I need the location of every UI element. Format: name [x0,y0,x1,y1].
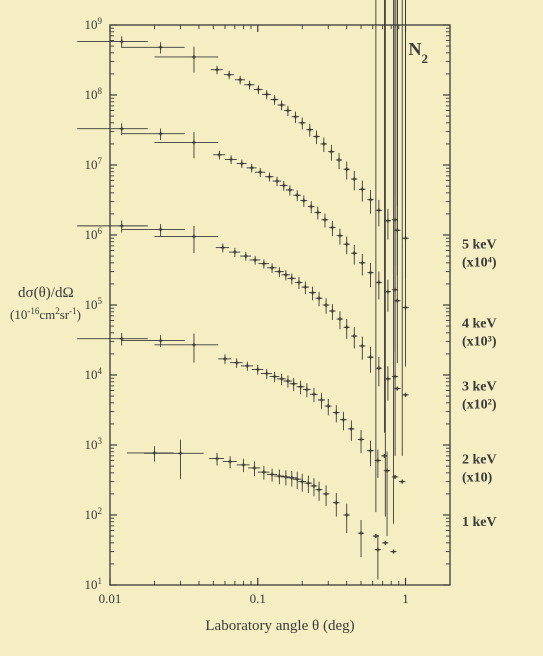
y-tick-label: 105 [85,296,103,312]
series-label: 1 keV [462,515,497,530]
plot-box [110,25,450,585]
series-label-scale: (x10) [462,471,493,486]
y-tick-label: 107 [85,156,103,172]
series-4keV_x1000 [77,0,408,312]
x-tick-label: 0.1 [250,591,266,606]
series-label-scale: (x10²) [462,398,497,413]
series-label: 5 keV [462,238,497,253]
series-label: 4 keV [462,316,497,331]
series-label: 3 keV [462,380,497,395]
y-tick-label: 109 [85,16,103,32]
chart-container: 101 102 103 104 105 106 107 108 109 0.01 0.1 1 5 keV… [0,0,543,656]
y-axis-label: dσ(θ)/dΩ [18,285,74,301]
series-label-scale: (x10³) [462,334,497,349]
y-tick-label: 102 [85,506,103,522]
x-axis-label: Laboratory angle θ (deg) [205,618,354,634]
series-5keV_x10000 [77,0,408,240]
y-tick-label: 103 [85,436,103,452]
y-tick-label: 101 [85,576,103,592]
y-axis-unit: (10-16cm2sr-1) [10,306,81,322]
chart-svg: 101 102 103 104 105 106 107 108 109 0.01 0.1 1 5 keV… [0,0,543,656]
x-tick-label: 1 [402,591,409,606]
series-1keV [127,0,397,579]
molecule-annotation: N2 [409,39,429,66]
y-tick-label: 104 [85,366,103,382]
series-label-scale: (x10⁴) [462,256,497,271]
x-tick-label: 0.01 [99,591,122,606]
series-label: 2 keV [462,453,497,468]
y-tick-label: 106 [85,226,103,242]
y-tick-label: 108 [85,86,103,102]
